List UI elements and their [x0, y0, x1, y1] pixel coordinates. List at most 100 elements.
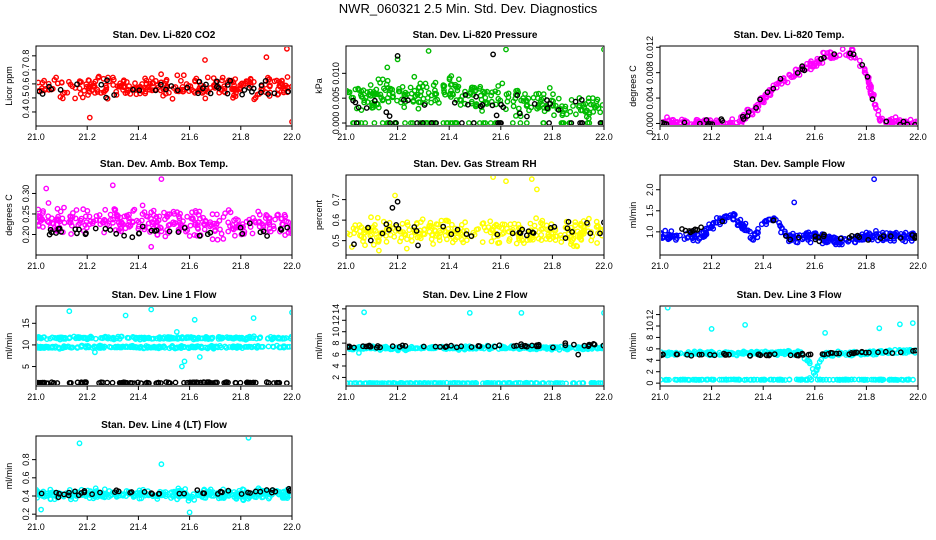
- data-point: [107, 211, 114, 218]
- data-point: [209, 334, 216, 341]
- data-point: [576, 345, 583, 352]
- data-point: [258, 82, 265, 89]
- x-tick-label: 21.2: [389, 261, 407, 271]
- data-point: [870, 233, 877, 240]
- data-point: [836, 52, 843, 59]
- plot-frame: [659, 174, 919, 256]
- data-point: [354, 344, 361, 351]
- x-tick-label: 22.0: [283, 392, 301, 402]
- data-point: [466, 309, 473, 316]
- data-point: [231, 85, 238, 92]
- data-point: [541, 108, 548, 115]
- data-point: [661, 376, 664, 383]
- data-point: [51, 380, 57, 385]
- data-point: [360, 343, 366, 350]
- chart-line4: Stan. Dev. Line 4 (LT) Flow ml/min 21.0 21.…: [4, 420, 301, 532]
- data-point: [509, 230, 516, 237]
- data-point: [368, 214, 374, 221]
- y-tick-label: 2: [645, 369, 655, 374]
- data-point: [882, 348, 889, 355]
- data-point: [599, 380, 603, 385]
- data-points: [37, 176, 291, 250]
- data-point: [750, 376, 757, 383]
- data-point: [181, 379, 187, 385]
- data-point: [517, 110, 523, 117]
- data-point: [579, 120, 585, 125]
- data-point: [435, 221, 441, 228]
- data-point: [562, 235, 569, 242]
- data-point: [40, 344, 47, 351]
- plot-frame: [35, 435, 293, 517]
- data-point: [149, 87, 156, 94]
- data-point: [601, 219, 603, 226]
- data-point: [256, 335, 263, 342]
- series-main: [347, 176, 603, 254]
- y-axis-label: ml/min: [628, 202, 638, 229]
- data-point: [245, 489, 251, 496]
- data-point: [45, 200, 52, 206]
- data-point: [387, 120, 393, 125]
- data-point: [360, 226, 367, 233]
- data-point: [777, 376, 783, 383]
- data-point: [47, 486, 54, 493]
- chart-title: Stan. Dev. Li-820 Pressure: [413, 30, 538, 41]
- data-point: [812, 372, 819, 378]
- data-point: [172, 379, 179, 385]
- data-point: [260, 228, 267, 235]
- data-point: [277, 335, 283, 342]
- data-point: [820, 49, 826, 56]
- data-point: [535, 341, 542, 348]
- data-point: [443, 236, 450, 243]
- data-point: [451, 99, 458, 106]
- data-point: [238, 491, 245, 497]
- data-point: [141, 344, 148, 351]
- data-point: [181, 492, 188, 499]
- data-point: [574, 243, 581, 250]
- series-lower: [37, 342, 291, 370]
- data-point: [102, 225, 109, 232]
- data-point: [37, 344, 41, 350]
- data-point: [387, 231, 394, 238]
- data-point: [199, 335, 206, 342]
- data-point: [897, 121, 903, 125]
- data-point: [711, 352, 718, 359]
- data-point: [904, 127, 908, 131]
- data-point: [539, 217, 546, 224]
- data-point: [259, 494, 265, 501]
- data-point: [281, 211, 288, 218]
- data-point: [692, 226, 698, 233]
- data-point: [550, 91, 556, 98]
- data-point: [126, 218, 133, 225]
- data-point: [820, 233, 827, 240]
- data-point: [723, 351, 729, 358]
- data-point: [267, 228, 274, 235]
- data-point: [601, 120, 603, 125]
- data-points: [347, 176, 603, 254]
- data-point: [417, 99, 424, 106]
- data-point: [285, 88, 291, 95]
- data-points: [661, 47, 917, 131]
- plot-frame: [345, 45, 605, 127]
- data-point: [362, 120, 369, 125]
- data-point: [361, 309, 367, 316]
- data-point: [445, 218, 452, 225]
- data-point: [244, 334, 251, 341]
- data-point: [123, 380, 130, 385]
- x-tick-label: 21.0: [27, 392, 45, 402]
- data-point: [174, 72, 181, 79]
- page-title: NWR_060321 2.5 Min. Std. Dev. Diagnostic…: [338, 1, 598, 16]
- data-point: [716, 219, 723, 226]
- data-point: [552, 237, 559, 244]
- data-point: [738, 223, 745, 230]
- data-point: [581, 224, 587, 231]
- data-point: [735, 350, 741, 357]
- data-point: [146, 86, 153, 93]
- data-point: [194, 487, 201, 493]
- data-point: [812, 233, 819, 240]
- data-point: [371, 97, 378, 104]
- data-point: [383, 109, 390, 116]
- data-point: [473, 226, 480, 233]
- data-point: [53, 489, 60, 496]
- data-point: [227, 77, 234, 84]
- data-point: [60, 334, 67, 341]
